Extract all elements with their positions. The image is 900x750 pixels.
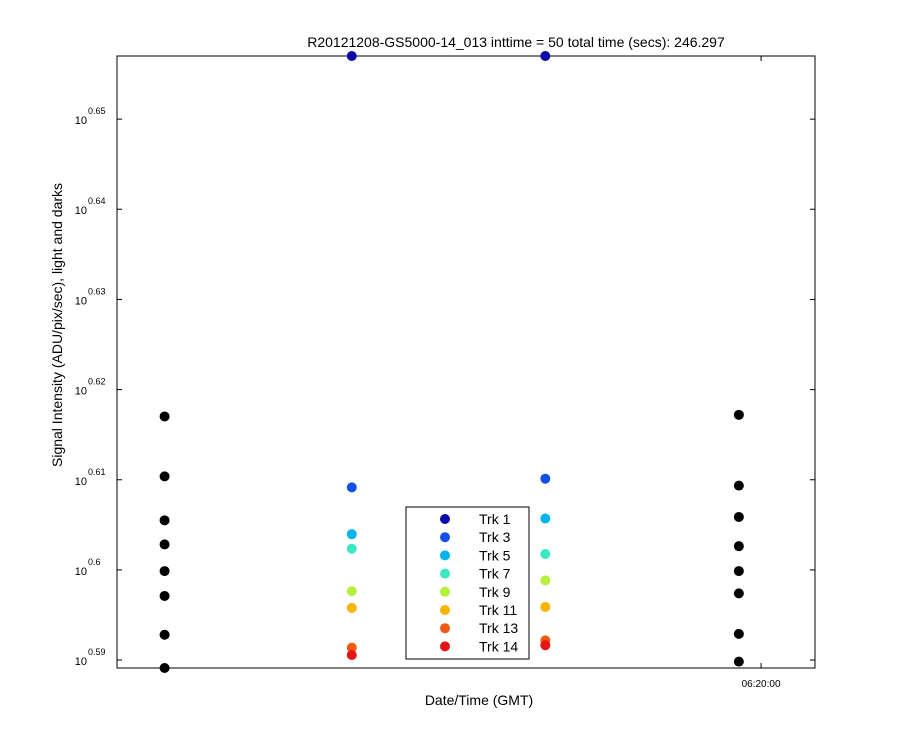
legend-marker [440,532,450,543]
dark-point [733,588,744,599]
legend-label: Trk 3 [479,529,511,545]
y-tick-exponent: 0.6 [88,557,101,567]
y-tick-label: 10 [75,476,87,488]
legend-marker [440,623,450,634]
y-tick-exponent: 0.63 [88,286,106,296]
legend-label: Trk 7 [479,566,511,582]
y-tick-label: 10 [75,295,87,307]
y-axis-ticks: 100.59100.6100.61100.62100.63100.64100.6… [75,106,815,668]
y-tick-exponent: 0.65 [88,106,106,116]
legend-label: Trk 5 [479,547,511,563]
legend-label: Trk 13 [479,620,518,636]
dark-point [159,663,170,673]
dark-point [733,656,744,667]
legend-label: Trk 14 [479,638,518,654]
legend-marker [440,514,450,524]
dark-point [159,471,170,482]
dark-point [159,411,170,422]
series-point [540,575,551,586]
dark-point [733,541,744,552]
series-point [346,642,357,653]
legend-marker [440,550,450,561]
legend-label: Trk 1 [479,511,511,527]
y-axis-label: Signal Intensity (ADU/pix/sec), light an… [49,183,65,467]
series-point [540,548,551,559]
y-tick-label: 10 [75,566,87,578]
dark-point [733,409,744,420]
legend-marker [440,641,450,652]
dark-point [733,566,744,577]
dark-point [159,515,170,526]
dark-point [733,511,744,522]
series-point [346,602,357,613]
data-points [159,51,744,673]
legend-marker [440,605,450,615]
y-tick-label: 10 [75,386,87,398]
y-tick-label: 10 [75,656,87,668]
series-point [540,51,551,61]
legend-marker [440,568,450,579]
y-tick-exponent: 0.61 [88,467,106,477]
series-point [540,473,551,484]
series-point [346,51,357,61]
series-point [540,513,551,524]
y-tick-label: 10 [75,205,87,217]
dark-point [159,566,170,577]
dark-point [159,590,170,601]
legend: Trk 1 Trk 3 Trk 5 Trk 7 Trk 9 Trk 11 Trk 13 Trk… [405,506,530,660]
y-tick-exponent: 0.62 [88,377,106,387]
dark-point [733,480,744,491]
y-tick-exponent: 0.64 [88,196,106,206]
legend-marker [440,586,450,597]
series-point [346,650,357,661]
series-point [540,640,551,651]
x-axis-ticks: 06:20:00 [742,56,781,690]
legend-box [405,506,530,660]
y-tick-exponent: 0.59 [88,647,106,657]
series-point [346,586,357,597]
legend-label: Trk 9 [479,584,511,600]
y-tick-label: 10 [75,115,87,127]
series-point [540,601,551,612]
dark-point [159,539,170,550]
legend-label: Trk 11 [479,602,517,618]
x-axis-label: Date/Time (GMT) [425,692,533,708]
x-tick-label: 06:20:00 [742,679,781,690]
series-point [346,529,357,540]
series-point [346,543,357,554]
series-point [346,482,357,493]
dark-point [733,628,744,639]
chart-title: R20121208-GS5000-14_013 inttime = 50 tot… [307,34,725,50]
dark-point [159,629,170,640]
